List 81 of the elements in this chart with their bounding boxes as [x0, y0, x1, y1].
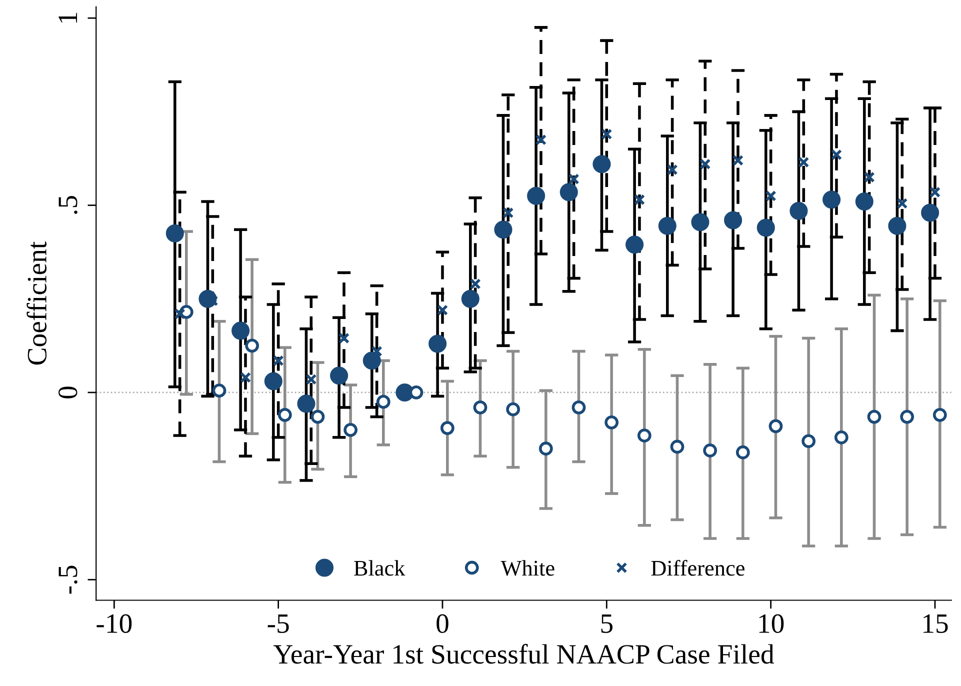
- point: [232, 322, 250, 340]
- point: [527, 186, 546, 205]
- y-tick-label: 0: [58, 386, 78, 398]
- point: [634, 194, 646, 206]
- point: [604, 415, 619, 430]
- point: [626, 236, 644, 254]
- x-tick-label: -10: [96, 614, 132, 633]
- legend-label: Black: [354, 560, 406, 576]
- point: [700, 158, 711, 170]
- point: [502, 207, 514, 218]
- point: [790, 202, 808, 220]
- point: [929, 186, 941, 198]
- point: [765, 190, 776, 202]
- point: [592, 155, 611, 174]
- point: [330, 366, 348, 385]
- y-tick-label: -.5: [58, 566, 78, 594]
- point: [896, 198, 908, 209]
- point: [732, 154, 744, 166]
- point: [560, 183, 578, 202]
- x-tick-label: 0: [436, 614, 448, 633]
- legend-label: White: [500, 560, 554, 576]
- point: [888, 216, 906, 235]
- point: [538, 442, 553, 456]
- x-tick-label: 15: [924, 614, 948, 633]
- y-tick-label: 1: [58, 12, 77, 23]
- point: [822, 190, 841, 209]
- point: [376, 394, 390, 409]
- x-tick-label: 10: [759, 614, 784, 633]
- point: [572, 400, 586, 414]
- point: [658, 216, 676, 235]
- point: [470, 278, 481, 290]
- point: [798, 156, 810, 168]
- point: [362, 352, 381, 370]
- legend-label: Difference: [651, 560, 744, 576]
- point: [174, 308, 186, 320]
- point: [601, 128, 612, 140]
- point: [310, 410, 325, 424]
- point: [494, 220, 512, 239]
- point: [691, 213, 710, 232]
- point: [428, 334, 447, 353]
- x-tick-label: -5: [268, 614, 289, 633]
- point: [855, 192, 874, 211]
- point: [264, 372, 282, 390]
- point: [344, 422, 358, 437]
- point: [736, 445, 750, 460]
- point: [900, 410, 914, 424]
- y-tick-label: .5: [58, 196, 78, 214]
- point: [297, 394, 316, 413]
- point: [338, 332, 350, 344]
- point: [506, 402, 520, 416]
- point: [535, 134, 547, 146]
- point: [245, 338, 259, 353]
- point: [637, 428, 652, 442]
- point: [306, 374, 317, 385]
- point: [461, 290, 480, 308]
- point: [921, 204, 940, 222]
- point: [440, 421, 454, 435]
- point: [724, 211, 742, 230]
- point: [830, 149, 842, 160]
- point: [436, 304, 448, 316]
- point: [932, 408, 947, 422]
- point: [212, 384, 226, 398]
- point: [666, 164, 678, 176]
- point: [371, 346, 382, 357]
- point: [834, 430, 848, 444]
- point: [272, 355, 284, 366]
- point: [278, 408, 292, 422]
- x-tick-label: 5: [601, 614, 613, 633]
- point: [867, 410, 882, 424]
- x-axis-title: Year-Year 1st Successful NAACP Case Filed: [273, 644, 774, 664]
- point: [166, 224, 184, 242]
- point: [473, 400, 488, 414]
- point: [768, 419, 783, 434]
- point: [703, 444, 718, 458]
- point: [864, 172, 875, 183]
- point: [756, 218, 775, 237]
- point: [802, 434, 816, 448]
- point: [240, 372, 252, 384]
- point: [568, 174, 580, 185]
- point: [670, 440, 684, 454]
- y-axis-title: Coefficient: [26, 241, 47, 365]
